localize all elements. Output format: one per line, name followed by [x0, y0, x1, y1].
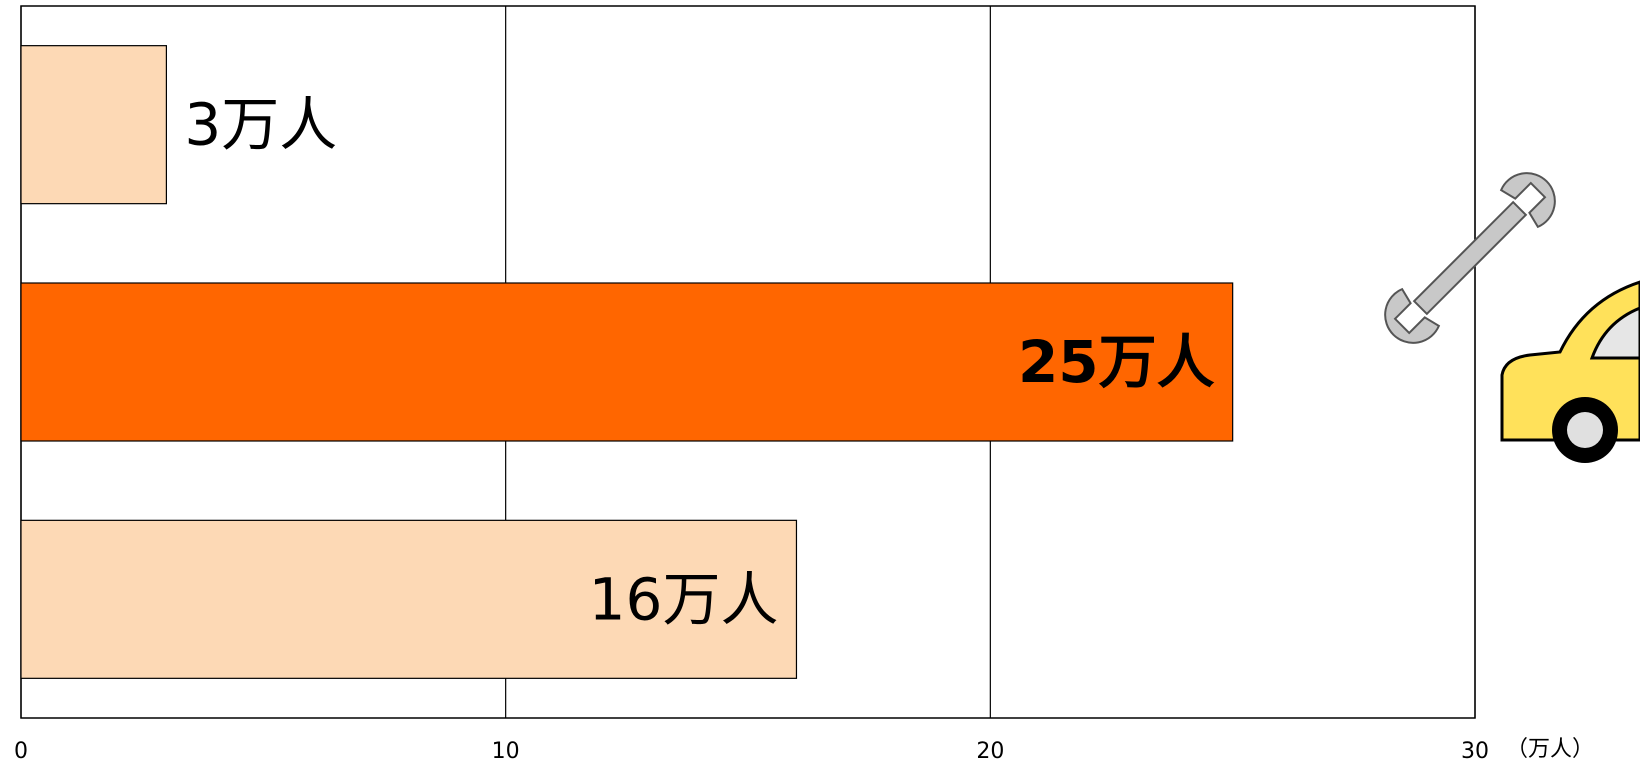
bar-data-label: 3万人	[184, 91, 337, 159]
x-tick-label: 30	[1461, 739, 1489, 764]
x-axis-unit: （万人）	[1506, 737, 1594, 762]
data-labels: 3万人 25万人 16万人	[184, 91, 1214, 634]
x-tick-label: 20	[976, 739, 1004, 764]
bar-data-label: 16万人	[589, 565, 779, 633]
wrench-icon	[1384, 172, 1556, 344]
bars	[20, 45, 1234, 679]
x-tick-label: 10	[492, 739, 520, 764]
bar	[20, 282, 1234, 442]
car-icon	[1500, 280, 1640, 463]
bar	[20, 45, 167, 205]
x-axis-ticks: 0 10 20 30	[14, 739, 1489, 764]
x-tick-label: 0	[14, 739, 28, 764]
bar	[20, 519, 798, 679]
bar-data-label: 25万人	[1018, 328, 1215, 396]
